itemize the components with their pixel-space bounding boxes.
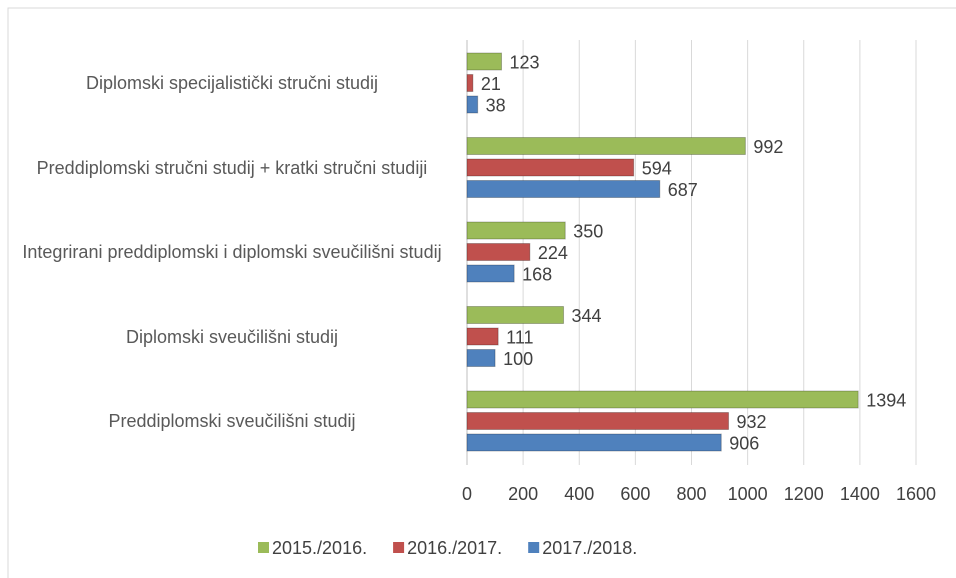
value-label: 21 <box>481 74 501 94</box>
y-tick-label: Diplomski sveučilišni studij <box>125 326 339 347</box>
value-label: 992 <box>753 137 783 157</box>
chart-border <box>7 7 956 578</box>
value-label: 350 <box>573 221 603 241</box>
bar <box>466 221 566 240</box>
value-label: 906 <box>729 433 759 453</box>
value-label: 594 <box>642 158 672 178</box>
bar <box>466 137 746 155</box>
bar <box>466 327 499 346</box>
legend-label: 2017./2018. <box>542 538 637 558</box>
legend-label: 2015./2016. <box>272 538 367 558</box>
y-tick-label: Integrirani preddiplomski i diplomski sv… <box>22 242 442 262</box>
bar <box>466 95 479 114</box>
bar <box>466 412 730 430</box>
bar <box>466 390 859 409</box>
legend-swatch <box>258 542 269 553</box>
bar <box>466 349 496 367</box>
x-tick-label: 800 <box>676 484 706 504</box>
bar <box>466 433 722 452</box>
x-tick-label: 400 <box>564 484 594 504</box>
legend-label: 2016./2017. <box>407 538 502 558</box>
value-label: 100 <box>503 349 533 369</box>
value-label: 224 <box>538 243 568 263</box>
x-tick-label: 200 <box>508 484 538 504</box>
x-tick-label: 0 <box>462 484 472 504</box>
value-label: 932 <box>737 412 767 432</box>
value-label: 123 <box>510 52 540 72</box>
value-label: 168 <box>522 264 552 284</box>
y-tick-label: Preddiplomski stručni studij + kratki st… <box>36 157 428 178</box>
x-tick-label: 1200 <box>784 484 824 504</box>
legend-swatch <box>528 542 540 553</box>
x-tick-label: 600 <box>620 484 650 504</box>
bar <box>466 306 565 324</box>
y-tick-label: Preddiplomski sveučilišni studij <box>108 411 356 431</box>
x-tick-label: 1400 <box>840 484 880 504</box>
x-tick-label: 1000 <box>728 484 768 504</box>
value-label: 38 <box>486 95 506 115</box>
y-tick-label: Diplomski specijalistički stručni studij <box>85 73 379 93</box>
bar <box>466 264 515 283</box>
bar <box>466 74 474 92</box>
value-label: 1394 <box>866 390 906 410</box>
bar <box>466 243 531 261</box>
bar <box>466 180 661 198</box>
x-tick-label: 1600 <box>896 484 936 504</box>
value-label: 344 <box>572 306 602 326</box>
value-label: 111 <box>506 327 533 347</box>
bar <box>466 158 635 177</box>
bar <box>466 52 503 71</box>
legend-swatch <box>393 542 405 553</box>
value-label: 687 <box>668 180 698 200</box>
